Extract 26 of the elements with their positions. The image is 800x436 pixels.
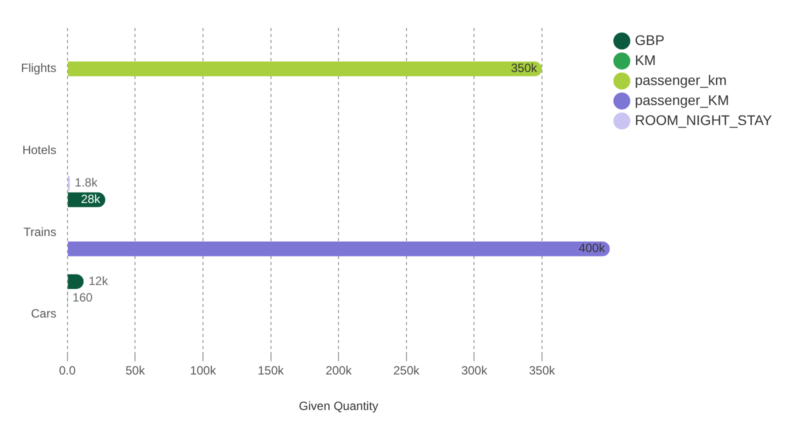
y-tick-label: Trains bbox=[23, 224, 56, 239]
legend-label: KM bbox=[634, 52, 656, 68]
x-tick-label: 300k bbox=[461, 364, 488, 378]
data-label: 28k bbox=[80, 192, 102, 206]
legend-label: GBP bbox=[634, 32, 664, 48]
x-tick-label: 100k bbox=[190, 364, 217, 378]
legend-label: passenger_KM bbox=[634, 92, 730, 108]
x-tick-label: 200k bbox=[326, 364, 353, 378]
y-tick-label: Cars bbox=[31, 306, 56, 321]
data-label: 400k bbox=[578, 241, 606, 256]
y-tick-label: Flights bbox=[21, 61, 56, 76]
data-label: 12k bbox=[88, 274, 109, 288]
bar bbox=[68, 62, 542, 76]
legend-label: ROOM_NIGHT_STAY bbox=[634, 112, 773, 128]
x-tick-label: 150k bbox=[258, 364, 285, 378]
x-tick-label: 350k bbox=[529, 364, 556, 378]
bar bbox=[68, 242, 610, 256]
y-tick-label: Hotels bbox=[22, 143, 56, 158]
x-tick-label: 50k bbox=[125, 364, 146, 378]
x-axis-title: Given Quantity bbox=[298, 399, 378, 414]
data-label: 160 bbox=[72, 290, 93, 304]
legend-label: passenger_km bbox=[634, 72, 727, 88]
data-label: 1.8k bbox=[74, 176, 98, 190]
x-tick-label: 250k bbox=[393, 364, 420, 378]
data-label: 350k bbox=[510, 61, 538, 76]
x-tick-label: 0.0 bbox=[59, 364, 76, 378]
